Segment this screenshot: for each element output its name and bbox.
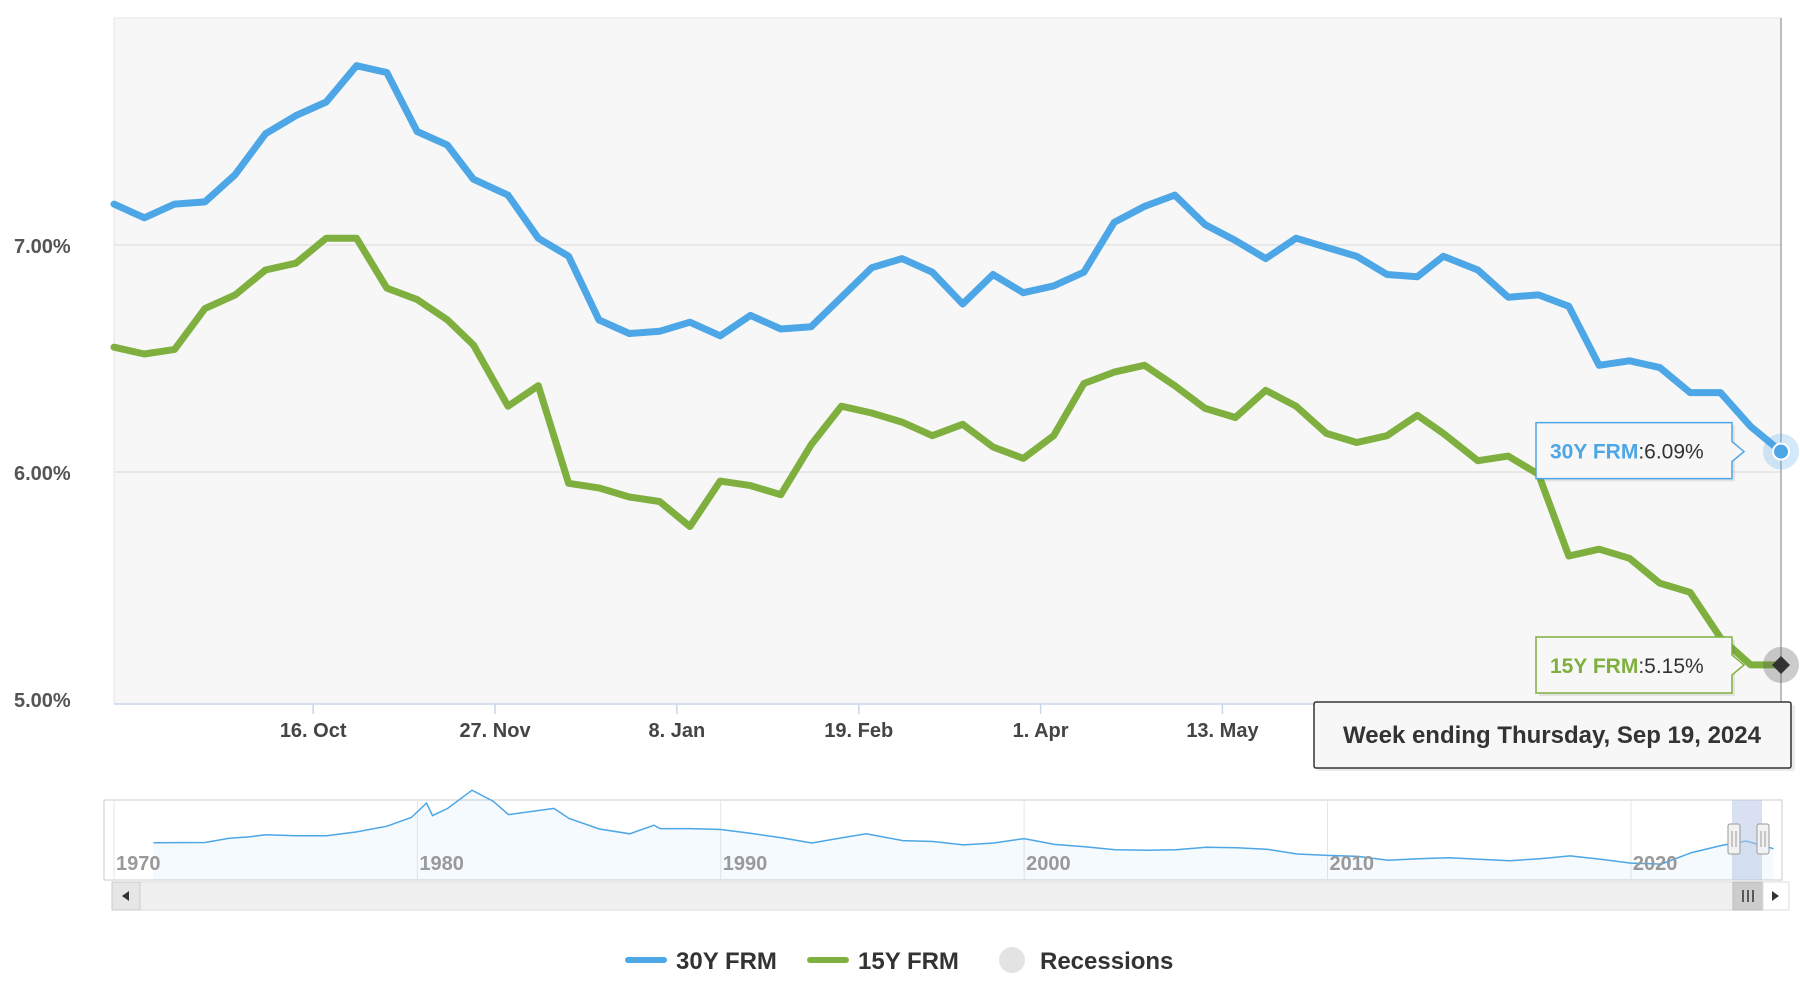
marker-15y: [1772, 655, 1790, 674]
scrollbar-thumb[interactable]: [1732, 881, 1764, 911]
marker-30y: [1772, 442, 1790, 461]
navigator-year-label: 2000: [1026, 853, 1071, 875]
x-tick-label: 8. Jan: [649, 720, 706, 742]
scrollbar-track[interactable]: [111, 881, 1783, 911]
navigator-year-label: 2020: [1633, 853, 1678, 875]
scrollbar-left-button[interactable]: [111, 881, 141, 911]
legend-item-30y[interactable]: 30Y FRM: [625, 948, 777, 975]
navigator-year-label: 1990: [723, 853, 768, 875]
navigator-right-handle[interactable]: [1756, 823, 1770, 855]
navigator-left-handle[interactable]: [1727, 823, 1741, 855]
navigator-year-label: 1980: [419, 853, 464, 875]
x-tick-label: 19. Feb: [824, 720, 893, 742]
legend-15y-label: 15Y FRM: [858, 948, 959, 975]
legend-30y-label: 30Y FRM: [676, 948, 777, 975]
tooltip-value: 6.09%: [1644, 441, 1704, 464]
x-axis-labels: 16. Oct 27. Nov 8. Jan 19. Feb 1. Apr 13. May: [280, 704, 1259, 742]
hover-markers: [1763, 433, 1799, 683]
legend: 30Y FRM 15Y FRM Recessions: [625, 947, 1173, 975]
crosshair-label-group: Week ending Thursday, Sep 19, 2024: [1313, 701, 1795, 771]
navigator-outline: [103, 799, 1783, 881]
legend-recessions-symbol: [999, 947, 1025, 973]
tooltip-box: [1535, 636, 1746, 694]
tooltip-series-name: 15Y FRM: [1550, 655, 1638, 678]
scrollbar-right-button[interactable]: [1762, 881, 1790, 911]
navigator-year-labels: 1970 1980 1990 2000 2010 2020: [116, 853, 1677, 875]
crosshair-label-box: [1313, 701, 1792, 769]
legend-item-15y[interactable]: 15Y FRM: [807, 948, 959, 975]
crosshair-label: Week ending Thursday, Sep 19, 2024: [1343, 722, 1762, 749]
x-tick-label: 1. Apr: [1013, 720, 1069, 742]
tooltip-box: [1535, 421, 1746, 480]
tooltip-text: 15Y FRM:5.15%: [1550, 655, 1704, 678]
y-axis-labels: 5.00% 6.00% 7.00%: [14, 236, 71, 712]
navigator-year-label: 1970: [116, 853, 161, 875]
grid-lines: [114, 244, 1782, 473]
tooltip-text: 30Y FRM:6.09%: [1550, 441, 1704, 464]
legend-item-recessions[interactable]: Recessions: [999, 947, 1173, 975]
navigator-grid: [113, 800, 1632, 880]
tooltip-series-name: 30Y FRM: [1550, 441, 1638, 464]
y-tick-label: 6.00%: [14, 463, 71, 485]
series-lines: [110, 62, 1785, 669]
tooltip-separator: :: [1638, 441, 1644, 464]
navigator[interactable]: 1970 1980 1990 2000 2010 2020: [103, 789, 1790, 911]
y-tick-label: 5.00%: [14, 690, 71, 712]
plot-background: [114, 18, 1782, 704]
x-tick-label: 13. May: [1186, 720, 1259, 742]
navigator-line: [153, 789, 1774, 865]
navigator-year-label: 2010: [1330, 853, 1375, 875]
legend-recessions-label: Recessions: [1040, 948, 1173, 975]
tooltips: 30Y FRM:6.09%15Y FRM:5.15%: [1535, 421, 1746, 696]
tooltip-value: 5.15%: [1644, 655, 1704, 678]
navigator-area: [153, 790, 1774, 880]
x-tick-label: 27. Nov: [459, 720, 531, 742]
series-line-15y: [110, 234, 1785, 669]
x-tick-label: 16. Oct: [280, 720, 347, 742]
y-tick-label: 7.00%: [14, 236, 71, 258]
tooltip-separator: :: [1638, 655, 1644, 678]
tooltip-15y: 15Y FRM:5.15%: [1535, 636, 1746, 696]
series-line-30y: [110, 62, 1785, 456]
tooltip-30y: 30Y FRM:6.09%: [1535, 421, 1746, 482]
